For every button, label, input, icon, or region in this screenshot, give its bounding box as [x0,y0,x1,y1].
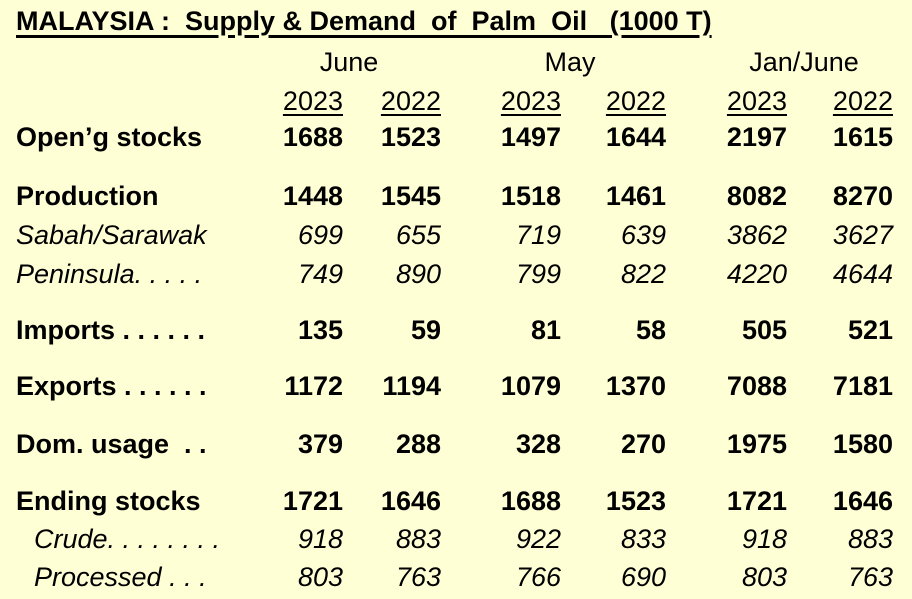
row-label: Dom. usage . . [16,429,207,459]
table-cell: 1518 [500,181,561,211]
table-cell: 833 [620,524,666,554]
table-cell: 803 [741,562,787,592]
table-cell: 1461 [605,181,666,211]
table-cell: 4220 [726,259,787,289]
table-cell: 1497 [500,122,561,152]
table-cell: 58 [635,315,666,345]
row-label: Sabah/Sarawak [16,220,207,250]
table-cell: 883 [395,524,441,554]
table-cell: 270 [620,429,666,459]
table-cell: 719 [515,220,561,250]
table-cell: 328 [515,429,561,459]
table-cell: 288 [395,429,441,459]
group-label-may: May [544,47,596,77]
table-cell: 8082 [726,181,787,211]
group-label-jan-june: Jan/June [749,47,859,77]
table-cell: 1721 [726,486,787,516]
table-cell: 521 [847,315,893,345]
row-label: Imports . . . . . . [16,315,206,345]
table-cell: 1615 [832,122,893,152]
row-label: Peninsula. . . . . [16,259,203,289]
table-cell: 1646 [832,486,893,516]
table-cell: 1688 [500,486,561,516]
table-cell: 8270 [832,181,893,211]
year-header: 2022 [832,86,893,116]
table-cell: 1370 [605,371,666,401]
year-header: 2022 [605,86,666,116]
table-cell: 922 [515,524,561,554]
table-cell: 822 [620,259,666,289]
table-cell: 379 [297,429,343,459]
table-cell: 639 [620,220,666,250]
table-cell: 3627 [832,220,893,250]
table-cell: 1523 [380,122,441,152]
table-cell: 655 [395,220,441,250]
row-label: Crude. . . . . . . . [34,524,221,554]
table-cell: 4644 [832,259,893,289]
row-label: Production [16,181,159,211]
table-cell: 7088 [726,371,787,401]
table-cell: 803 [297,562,343,592]
table-cell: 1646 [380,486,441,516]
row-label: Open’g stocks [16,122,203,152]
row-label: Ending stocks [16,486,201,516]
table-cell: 1172 [284,371,343,401]
table-cell: 763 [847,562,893,592]
table-cell: 1448 [282,181,343,211]
table-cell: 749 [297,259,343,289]
group-label-june: June [319,47,379,77]
table-cell: 7181 [832,371,893,401]
year-header: 2023 [500,86,561,116]
table-cell: 799 [515,259,561,289]
year-header: 2023 [282,86,343,116]
table-cell: 1580 [832,429,893,459]
table-cell: 690 [620,562,666,592]
table-cell: 135 [297,315,343,345]
table-cell: 699 [297,220,343,250]
table-cell: 3862 [726,220,787,250]
table-cell: 890 [395,259,441,289]
year-header: 2023 [726,86,787,116]
table-cell: 1721 [282,486,343,516]
row-label: Exports . . . . . . [16,371,207,401]
table-cell: 918 [741,524,787,554]
table-cell: 2197 [726,122,787,152]
table-cell: 883 [847,524,893,554]
table-cell: 763 [395,562,441,592]
table-cell: 766 [515,562,561,592]
table-cell: 918 [297,524,343,554]
year-header: 2022 [380,86,441,116]
row-label: Processed . . . [34,562,207,592]
table-cell: 1079 [500,371,561,401]
table-cell: 1523 [605,486,666,516]
table-cell: 1975 [726,429,787,459]
table-cell: 505 [741,315,787,345]
table-title: MALAYSIA : Supply & Demand of Palm Oil (… [16,6,712,36]
table-cell: 1688 [282,122,343,152]
table-cell: 1644 [605,122,666,152]
table-cell: 59 [410,315,441,345]
table-cell: 1194 [382,371,441,401]
table-cell: 1545 [380,181,441,211]
table-cell: 81 [530,315,561,345]
